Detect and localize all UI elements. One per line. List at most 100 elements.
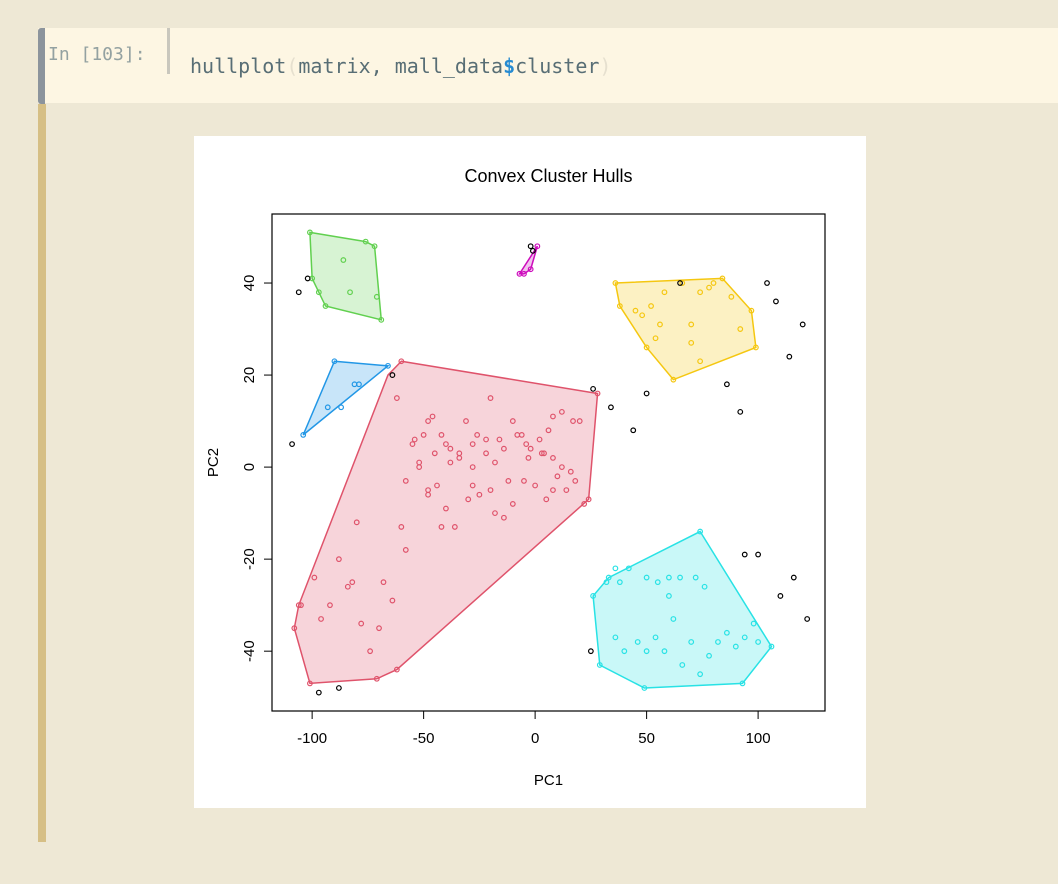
cluster-point <box>697 358 704 365</box>
noise-point <box>773 298 779 305</box>
cluster-hull <box>592 530 773 689</box>
y-tick-label: -40 <box>241 640 258 662</box>
code-dollar: $ <box>503 54 516 78</box>
noise-point <box>741 551 748 558</box>
cluster-point <box>356 381 362 388</box>
noise-point <box>804 616 811 622</box>
cluster-point <box>748 307 755 314</box>
noise-point <box>755 551 762 558</box>
cluster-point <box>768 643 775 650</box>
x-tick-label: 100 <box>746 730 771 747</box>
cluster-point <box>347 289 353 296</box>
cluster-point <box>594 390 601 397</box>
cluster-point <box>447 445 454 452</box>
cluster-point <box>666 593 672 599</box>
cluster-point <box>324 404 331 411</box>
cluster-point <box>648 303 654 309</box>
cluster-point <box>641 685 648 691</box>
cluster-point <box>367 648 374 655</box>
output-collapse-bar[interactable] <box>38 104 46 842</box>
noise-point <box>790 574 797 581</box>
cluster-point <box>536 436 543 443</box>
noise-point <box>529 247 536 254</box>
cluster-point <box>612 634 619 641</box>
cluster-point <box>558 408 565 415</box>
cluster-point <box>616 303 623 309</box>
cluster-point <box>465 496 472 503</box>
cluster-point <box>307 680 313 687</box>
cluster-point <box>661 648 668 655</box>
code-arg2: cluster <box>515 54 600 78</box>
y-tick-label: 40 <box>241 275 258 292</box>
cluster-point <box>327 602 333 609</box>
cluster-point <box>670 616 677 622</box>
noise-point <box>677 280 683 286</box>
noise-point <box>304 275 311 282</box>
cluster-hull <box>293 360 599 685</box>
cluster-point <box>550 487 556 494</box>
cluster-point <box>543 496 550 503</box>
cluster-point <box>402 547 409 553</box>
noise-point <box>295 289 302 296</box>
cluster-point <box>496 436 503 443</box>
cluster-point <box>534 243 541 250</box>
cluster-point <box>487 395 494 401</box>
cluster-point <box>541 450 547 457</box>
cluster-hull <box>302 360 390 436</box>
cluster-point <box>567 468 574 475</box>
cluster-point <box>692 574 699 581</box>
noise-point <box>643 390 650 397</box>
cluster-point <box>688 339 695 346</box>
cluster-point <box>300 431 307 438</box>
cluster-point <box>697 289 704 296</box>
cluster-point <box>576 418 583 424</box>
cluster-point <box>670 376 677 383</box>
cluster-point <box>550 413 556 420</box>
cluster-point <box>501 445 507 452</box>
code-arg1: matrix, mall_data <box>298 54 504 78</box>
noise-point <box>590 385 596 392</box>
cluster-point <box>307 229 313 236</box>
cluster-point <box>331 358 338 365</box>
y-tick-label: -20 <box>241 548 258 570</box>
input-prompt: In [103]: <box>48 44 146 65</box>
cluster-point <box>416 459 423 466</box>
cluster-point <box>315 289 322 296</box>
cluster-point <box>732 643 739 650</box>
cluster-point <box>509 418 516 424</box>
x-axis-label: PC1 <box>534 772 563 789</box>
noise-point <box>786 353 793 360</box>
code-line[interactable]: hullplot(matrix, mall_data$cluster) <box>190 54 611 78</box>
noise-point <box>587 648 594 655</box>
cluster-point <box>750 620 757 627</box>
cluster-point <box>411 436 418 443</box>
cluster-point <box>398 524 405 530</box>
y-tick-label: 20 <box>241 367 258 384</box>
cluster-point <box>474 431 481 438</box>
cluster-point <box>380 579 387 586</box>
noise-point <box>630 427 637 434</box>
cluster-point <box>469 482 476 489</box>
cluster-point <box>723 629 730 636</box>
cluster-point <box>514 431 521 438</box>
cluster-point <box>558 464 565 471</box>
cluster-point <box>603 579 610 586</box>
cluster-point <box>643 648 650 655</box>
cluster-point <box>340 257 347 263</box>
plot-output: Convex Cluster Hulls -100 -50 0 50 100 -40 -20 0… <box>194 136 866 808</box>
cluster-point <box>492 510 498 517</box>
noise-point <box>315 689 322 696</box>
cluster-point <box>353 519 360 526</box>
x-tick-label: -100 <box>297 730 327 747</box>
cluster-point <box>654 579 661 586</box>
cluster-point <box>378 316 385 323</box>
cluster-point <box>652 634 659 641</box>
plot-frame <box>271 213 826 712</box>
cluster-point <box>737 326 744 332</box>
cluster-point <box>701 583 708 590</box>
cluster-point <box>621 648 628 655</box>
cluster-point <box>505 478 512 484</box>
cluster-point <box>420 431 427 438</box>
cluster-point <box>509 501 516 507</box>
code-cell-input[interactable] <box>38 28 1058 103</box>
